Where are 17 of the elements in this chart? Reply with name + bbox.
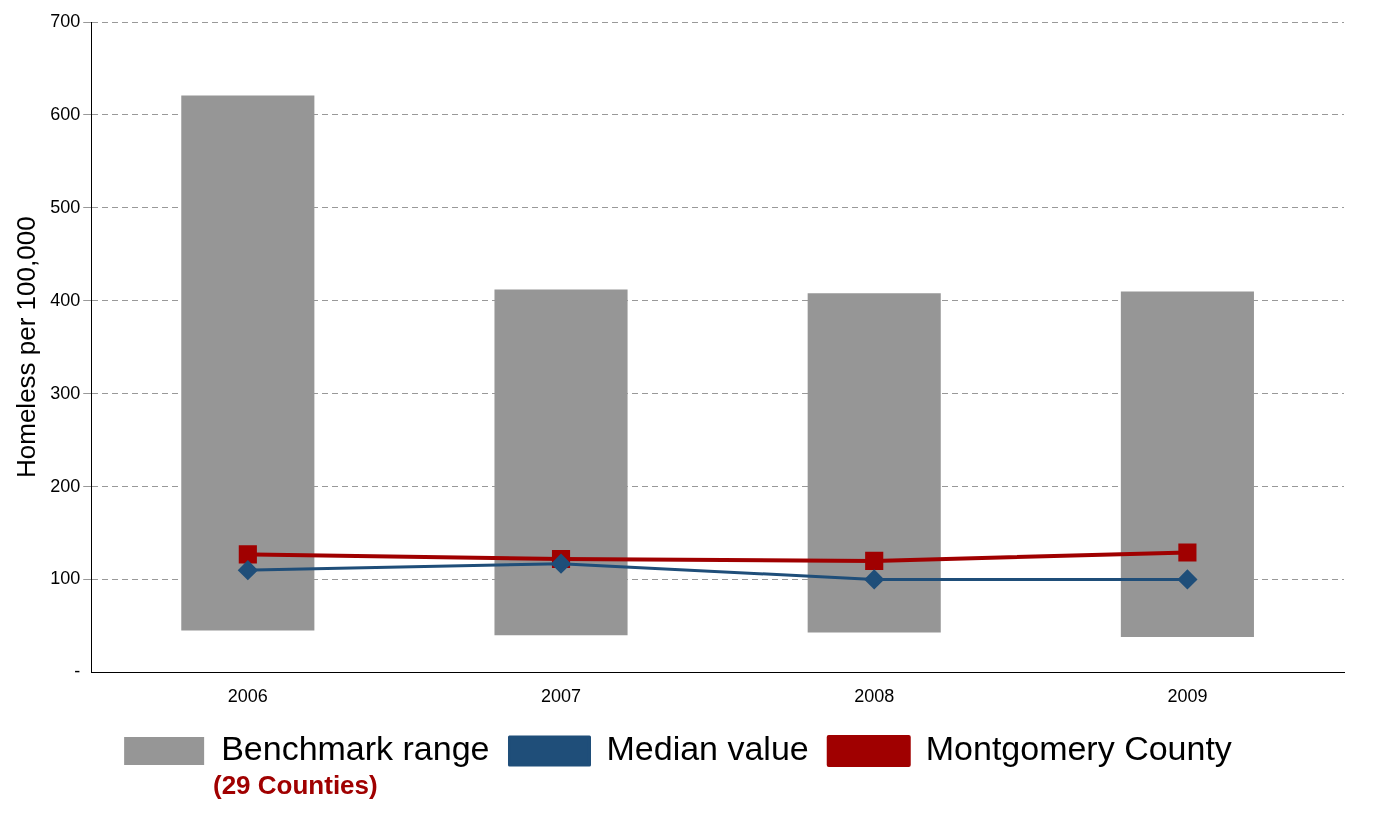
legend-label: Median value	[606, 729, 809, 768]
y-axis-title: Homeless per 100,000	[10, 216, 41, 478]
y-tick-label: 300	[50, 382, 81, 403]
legend-label: Montgomery County	[925, 729, 1232, 768]
x-tick-label: 2008	[854, 686, 895, 707]
y-tick-label: 100	[50, 568, 81, 589]
y-tick-label: -	[74, 661, 81, 682]
x-tick-label: 2006	[227, 686, 268, 707]
y-tick-label: 500	[50, 196, 81, 217]
x-tick-label: 2007	[541, 686, 582, 707]
y-tick-label: 200	[50, 475, 81, 496]
text: (29 Counties)	[213, 770, 378, 801]
y-tick-label: 400	[50, 289, 81, 310]
legend-label: Benchmark range	[221, 729, 490, 768]
y-tick-label: 700	[50, 10, 81, 31]
y-tick-label: 600	[50, 103, 81, 124]
x-tick-label: 2009	[1167, 686, 1208, 707]
